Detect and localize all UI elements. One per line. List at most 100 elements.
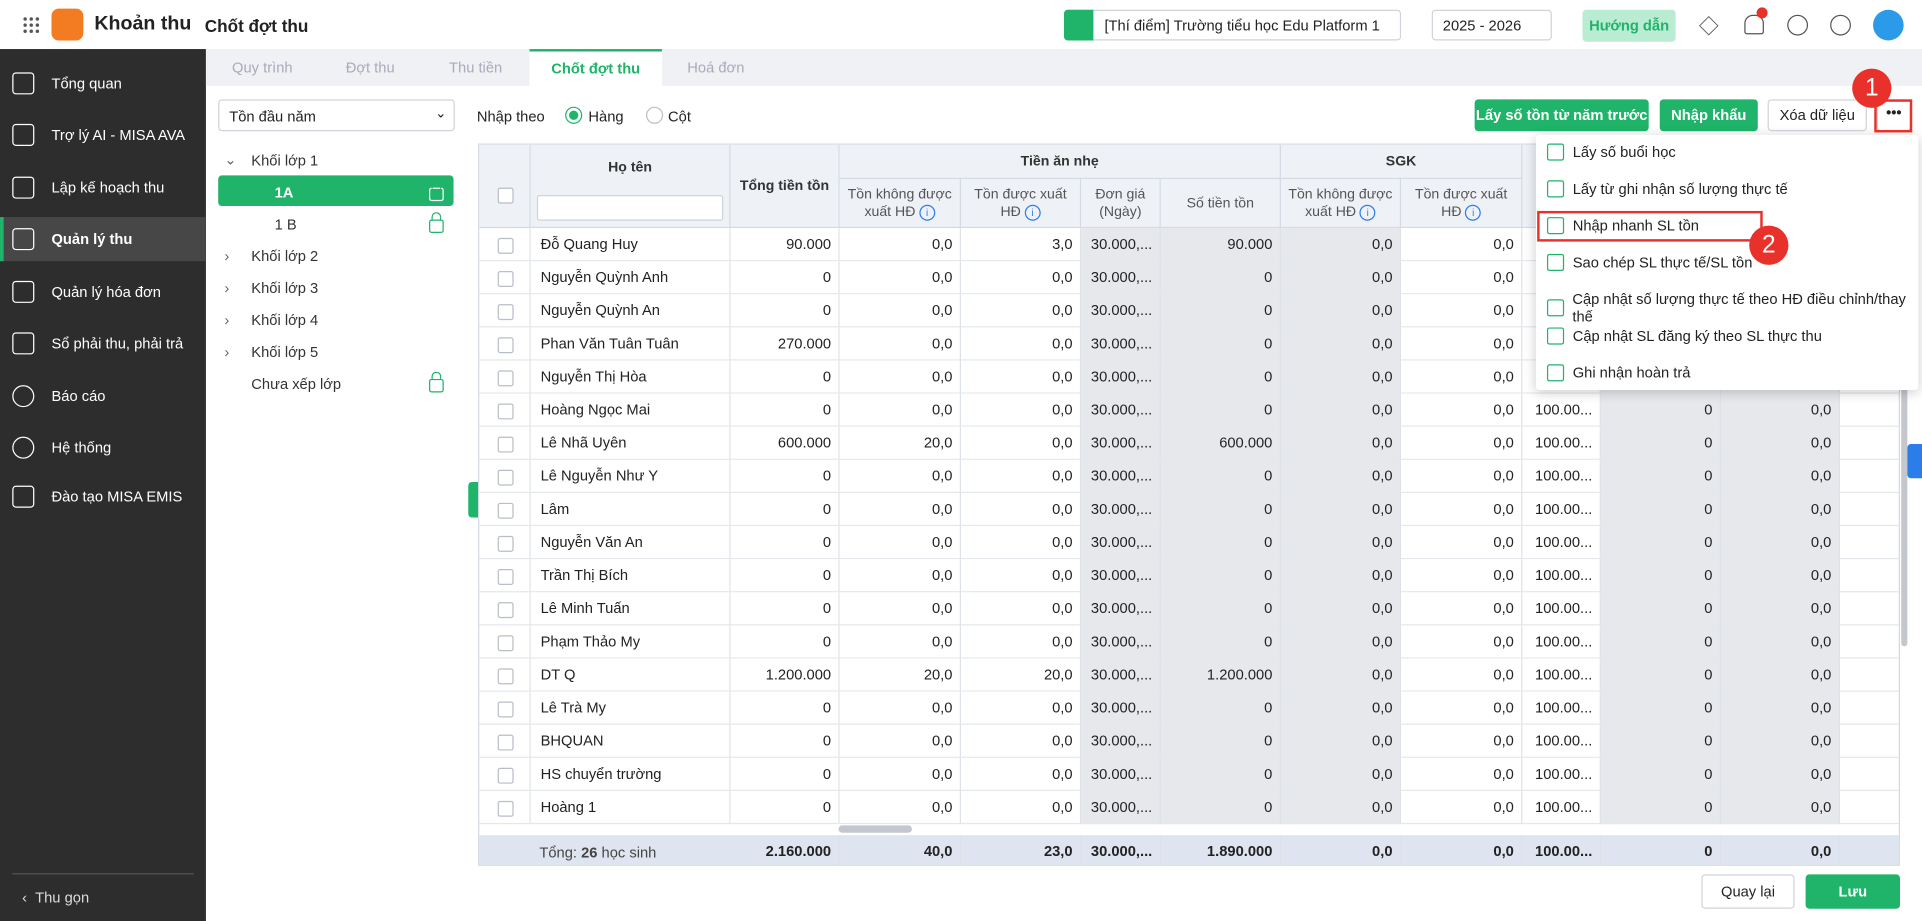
table-cell: 0,0 — [1721, 658, 1840, 692]
table-cell: 0,0 — [839, 791, 962, 825]
save-button[interactable]: Lưu — [1805, 874, 1900, 909]
bell-icon[interactable] — [1744, 14, 1764, 35]
sidebar-label: Hệ thống — [51, 439, 112, 457]
sidebar-item[interactable]: Hệ thống — [0, 426, 206, 470]
sidebar-item[interactable]: Báo cáo — [0, 374, 206, 418]
menu-item[interactable]: Sao chép SL thực tế/SL tồn — [1546, 253, 1752, 272]
row-checkbox[interactable] — [497, 701, 514, 718]
menu-item[interactable]: Cập nhật SL đăng ký theo SL thực thu — [1546, 327, 1822, 345]
tree-node-selected[interactable]: 1A — [274, 183, 294, 202]
menu-item[interactable]: Lấy số buổi học — [1546, 143, 1676, 161]
info-icon[interactable]: i — [1024, 204, 1041, 221]
table-cell: 0,0 — [839, 559, 962, 593]
tab[interactable]: Đợt thu — [345, 58, 395, 77]
tree-node[interactable]: Khối lớp 4 — [251, 311, 319, 329]
table-cell: 0 — [730, 791, 840, 825]
row-cell — [479, 757, 531, 792]
help-icon[interactable] — [1787, 14, 1809, 36]
table-cell: 0,0 — [839, 691, 962, 725]
menu-item[interactable]: Lấy từ ghi nhận số lượng thực tế — [1546, 180, 1788, 198]
tab[interactable]: Hoá đơn — [687, 58, 745, 77]
table-cell: 0,0 — [1280, 327, 1402, 361]
row-checkbox[interactable] — [497, 535, 514, 552]
row-checkbox[interactable] — [497, 403, 514, 420]
radio[interactable] — [645, 106, 664, 124]
row-checkbox[interactable] — [497, 337, 514, 354]
group-header: SGK — [1280, 144, 1523, 180]
tree-node[interactable]: Khối lớp 2 — [251, 247, 319, 265]
tree-toggle[interactable]: › — [224, 311, 230, 329]
tree-node[interactable]: Khối lớp 3 — [251, 279, 319, 297]
row-checkbox[interactable] — [497, 635, 514, 652]
v-scrollbar[interactable] — [1901, 143, 1908, 647]
tree-node[interactable]: Khối lớp 1 — [251, 152, 319, 170]
tab[interactable]: Quy trình — [232, 58, 293, 77]
sidebar-item[interactable]: Sổ phải thu, phải trả — [0, 321, 206, 365]
row-checkbox[interactable] — [497, 800, 514, 817]
table-cell: 0 — [730, 261, 840, 295]
menu-label: Nhập nhanh SL tồn — [1572, 217, 1699, 235]
h-scrollbar[interactable] — [838, 825, 912, 833]
tree-toggle[interactable]: ⌄ — [224, 150, 237, 169]
radio-checked[interactable] — [565, 106, 583, 124]
table-cell: 0 — [1160, 294, 1281, 328]
avatar[interactable] — [1873, 9, 1904, 41]
table-cell: 30.000,... — [1081, 791, 1161, 825]
table-cell: 0 — [1600, 459, 1722, 494]
sidebar-item[interactable]: Tổng quan — [0, 61, 206, 105]
row-checkbox[interactable] — [497, 569, 514, 585]
sidebar-item[interactable]: Đào tạo MISA EMIS — [0, 475, 206, 519]
menu-item[interactable]: Cập nhật số lượng thực tế theo HĐ điều c… — [1546, 291, 1922, 325]
tree-toggle[interactable]: › — [224, 343, 230, 361]
table-cell: 0,0 — [1401, 327, 1523, 361]
year-select[interactable] — [1431, 9, 1552, 41]
lock-icon[interactable] — [429, 180, 444, 202]
table-cell: 0,0 — [1401, 757, 1523, 792]
row-checkbox[interactable] — [497, 237, 514, 254]
menu-item[interactable]: Ghi nhận hoàn trả — [1546, 364, 1690, 382]
tab[interactable]: Thu tiền — [449, 58, 503, 77]
tree-node[interactable]: Khối lớp 5 — [251, 343, 319, 361]
row-checkbox[interactable] — [497, 271, 514, 287]
tree-toggle[interactable]: › — [224, 279, 230, 297]
row-checkbox[interactable] — [497, 502, 514, 519]
back-button[interactable]: Quay lại — [1701, 874, 1795, 909]
lock-icon[interactable] — [429, 371, 444, 393]
data-table: Họ tên Tổng tiền tồn Tiền ăn nhẹ Tồn không … — [478, 143, 1900, 866]
tab-active[interactable]: Chốt đợt thu — [529, 49, 662, 86]
row-checkbox[interactable] — [497, 469, 514, 486]
row-checkbox[interactable] — [497, 304, 514, 321]
sidebar-item[interactable]: Quản lý hóa đơn — [0, 270, 206, 314]
more-icon[interactable] — [1830, 14, 1851, 36]
tree-toggle[interactable]: › — [224, 247, 230, 265]
sidebar-item[interactable]: Lập kế hoạch thu — [0, 166, 206, 210]
info-icon[interactable]: i — [1359, 204, 1376, 221]
sidebar-item[interactable]: Quản lý thu — [0, 217, 206, 261]
import-button[interactable]: Nhập khẩu — [1659, 99, 1758, 132]
table-cell: 0 — [1160, 724, 1281, 758]
side-toggle[interactable] — [1907, 443, 1922, 479]
clear-button[interactable]: Xóa dữ liệu — [1767, 99, 1867, 132]
row-checkbox[interactable] — [497, 734, 514, 751]
period-select[interactable] — [218, 99, 455, 132]
table-cell: 0,0 — [839, 625, 962, 659]
tree-node[interactable]: Chưa xếp lớp — [251, 375, 342, 393]
collapse-button[interactable]: ‹ Thu gọn — [22, 889, 90, 907]
row-checkbox[interactable] — [497, 767, 514, 784]
guide-button[interactable]: Hướng dẫn — [1582, 9, 1676, 42]
apps-icon[interactable] — [22, 15, 40, 34]
row-checkbox[interactable] — [497, 602, 514, 619]
lock-icon[interactable] — [429, 212, 444, 234]
table-cell: 0,0 — [961, 526, 1082, 560]
panel-toggle[interactable] — [468, 481, 479, 518]
info-icon[interactable]: i — [919, 204, 935, 221]
carry-over-button[interactable]: Lấy số tồn từ năm trước — [1474, 99, 1649, 132]
info-icon[interactable]: i — [1465, 204, 1482, 221]
row-checkbox[interactable] — [497, 436, 514, 453]
row-checkbox[interactable] — [497, 370, 514, 387]
student-name: Nguyễn Văn An — [530, 526, 731, 560]
sidebar-item[interactable]: Trợ lý AI - MISA AVA — [0, 113, 206, 157]
menu-item[interactable]: Nhập nhanh SL tồn — [1546, 217, 1699, 235]
tree-node[interactable]: 1 B — [274, 215, 297, 234]
row-checkbox[interactable] — [497, 668, 514, 685]
